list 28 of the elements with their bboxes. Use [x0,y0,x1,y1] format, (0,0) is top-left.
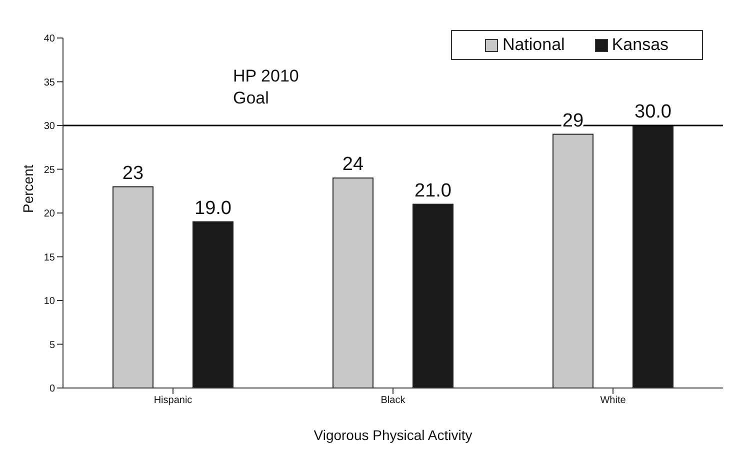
data-label: 30.0 [634,102,672,122]
y-tick-label: 15 [44,252,56,264]
y-tick-label: 5 [49,340,56,351]
y-tick-label: 0 [49,384,56,395]
x-axis-title: Vigorous Physical Activity [314,427,472,443]
x-tick-label: White [600,395,626,406]
y-tick-label: 10 [44,296,56,308]
y-tick-label: 25 [44,164,56,176]
legend-label: Kansas [610,35,669,55]
data-label: 23 [122,162,144,184]
bar [552,134,594,388]
data-label: 19.0 [194,198,232,219]
y-tick-label: 35 [44,77,56,88]
bar [632,125,674,388]
y-tick-label: 20 [44,208,56,220]
bar [192,221,234,388]
y-tick-label: 30 [44,121,56,132]
bar [112,186,154,388]
x-tick-label: Black [380,395,406,406]
bar [332,178,374,388]
x-tick-label: Hispanic [154,395,192,406]
y-tick-label: 40 [44,34,56,45]
ref-line-label: HP 2010 Goal [233,66,299,108]
legend-label: National [501,35,565,55]
bar [412,204,454,388]
data-label: 21.0 [414,180,452,202]
data-label: 24 [342,154,364,175]
y-axis-title: Percent [20,164,36,213]
